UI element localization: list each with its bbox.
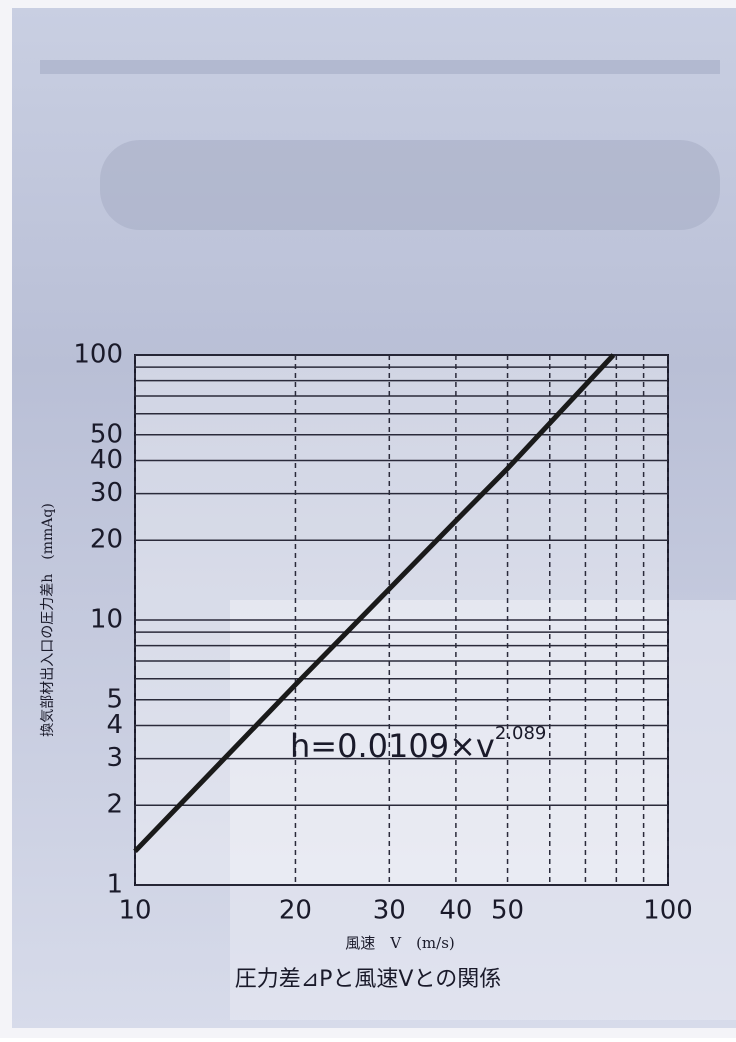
y-tick-label: 3 <box>106 743 123 773</box>
data-line <box>133 353 616 854</box>
x-tick-label: 10 <box>118 896 151 926</box>
x-axis-label: 風速 V (m/s) <box>345 934 455 952</box>
y-tick-label: 20 <box>90 525 123 555</box>
photo-panel <box>230 600 736 1020</box>
formula-text: h=0.0109×v <box>290 727 495 765</box>
x-tick-label: 40 <box>439 896 472 926</box>
formula: h=0.0109×v2.089 <box>290 723 546 765</box>
photo-pipe <box>100 140 720 230</box>
y-axis-label: 換気部材出入口の圧力差h (mmAq) <box>40 503 56 737</box>
photo-beam <box>40 60 720 74</box>
y-tick-label: 50 <box>90 419 123 449</box>
y-tick-label: 4 <box>106 710 123 740</box>
formula-exponent: 2.089 <box>495 723 547 744</box>
y-tick-label: 40 <box>90 445 123 475</box>
y-tick-label: 10 <box>90 605 123 635</box>
x-tick-label: 20 <box>279 896 312 926</box>
x-tick-label: 30 <box>373 896 406 926</box>
chart-title: 圧力差⊿Pと風速Vとの関係 <box>235 967 502 992</box>
y-tick-label: 30 <box>90 478 123 508</box>
y-tick-label: 5 <box>106 684 123 714</box>
x-tick-label: 50 <box>491 896 524 926</box>
y-tick-label: 2 <box>106 790 123 820</box>
y-tick-label: 1 <box>106 870 123 900</box>
y-tick-label: 100 <box>73 340 123 370</box>
x-tick-label: 100 <box>643 896 693 926</box>
